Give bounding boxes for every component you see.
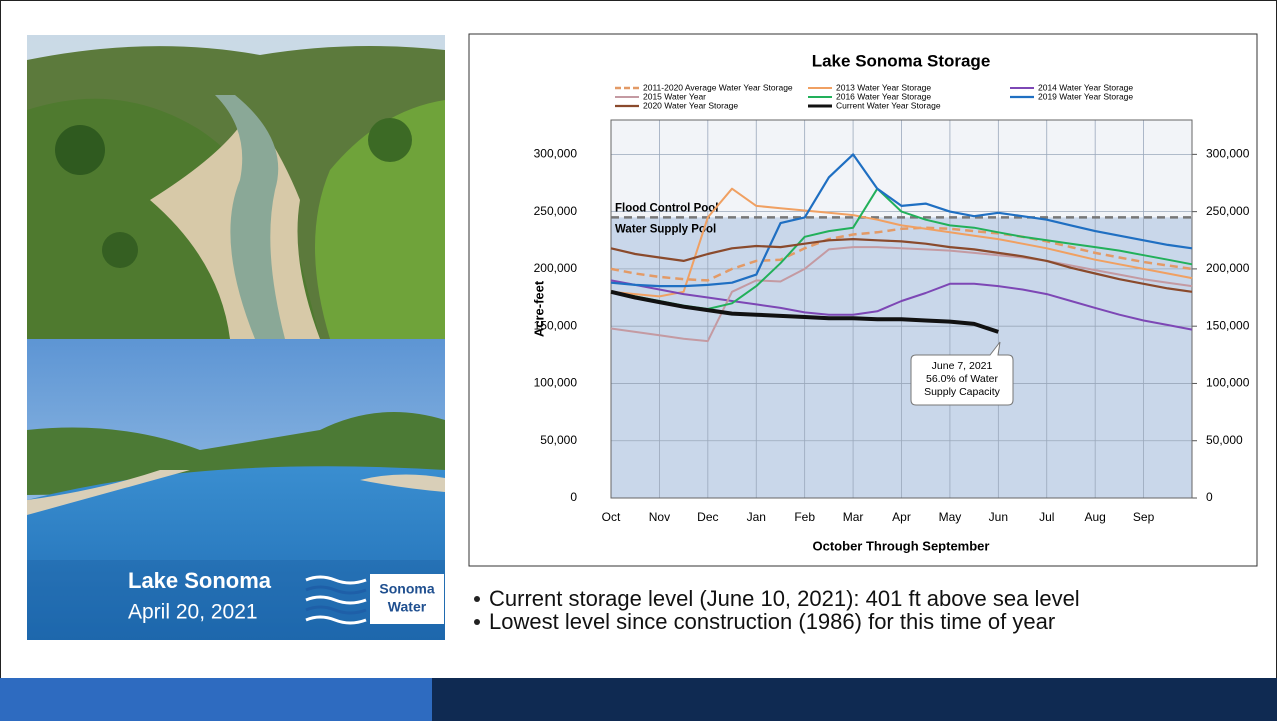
logo-text: Sonoma [379,581,434,597]
x-tick-label: Nov [649,510,670,524]
x-tick-label: Aug [1084,510,1105,524]
x-tick-label: Apr [892,510,911,524]
series-line [610,226,1193,282]
y-tick-label: 150,000 [534,318,578,332]
y2-tick-label: 300,000 [1206,147,1250,161]
series-line [610,279,1193,331]
x-tick-label: Sep [1133,510,1155,524]
plot-border [610,119,1193,499]
series-line [610,246,1193,343]
x-tick-label: Jan [747,510,766,524]
x-tick-label: Jul [1039,510,1054,524]
y2-tick-label: 150,000 [1206,318,1250,332]
y2-tick-label: 0 [1206,490,1213,504]
y-tick-label: 200,000 [534,261,578,275]
x-tick-label: Jun [989,510,1008,524]
bullet [474,596,480,602]
footer-band [0,678,432,721]
series-line [610,153,1193,288]
legend-label: 2014 Water Year Storage [1038,82,1133,92]
legend-label: Current Water Year Storage [836,100,941,110]
photo-title: Lake Sonoma [128,568,272,593]
x-tick-label: Oct [602,510,621,524]
legend-label: 2020 Water Year Storage [643,100,738,110]
chart-title: Lake Sonoma Storage [812,51,991,70]
y-tick-label: 250,000 [534,204,578,218]
y2-tick-label: 100,000 [1206,376,1250,390]
legend-label: 2013 Water Year Storage [836,82,931,92]
series-line [610,187,1193,298]
x-tick-label: Dec [697,510,718,524]
y2-tick-label: 250,000 [1206,204,1250,218]
annotation-box [910,341,1014,406]
y-tick-label: 0 [570,490,577,504]
x-tick-label: Mar [843,510,864,524]
bullet-text: Current storage level (June 10, 2021): 4… [489,586,1080,611]
x-axis-label: October Through September [813,538,990,553]
reference-label: Water Supply Pool [615,223,716,235]
logo-text: Water [388,599,427,615]
y-tick-label: 100,000 [534,376,578,390]
y-tick-label: 50,000 [540,433,577,447]
reference-label: Flood Control Pool [615,202,718,214]
legend-label: 2019 Water Year Storage [1038,91,1133,101]
series-line [610,289,999,334]
y2-tick-label: 50,000 [1206,433,1243,447]
y-tick-label: 300,000 [534,147,578,161]
photo-date: April 20, 2021 [128,601,258,624]
y2-tick-label: 200,000 [1206,261,1250,275]
footer-band [432,678,1277,721]
logo-waves [305,575,367,625]
chart: 0 50,000 100,000 150,000 200,000 250,000 300,0… [534,82,1250,524]
legend-label: 2011-2020 Average Water Year Storage [643,82,793,92]
annotation-text: June 7, 2021 [932,360,993,372]
legend-label: 2015 Water Year [643,91,706,101]
bullet [474,619,480,625]
x-tick-label: Feb [794,510,815,524]
bullet-text: Lowest level since construction (1986) f… [489,609,1055,634]
y-axis-label: Acre-feet [531,280,546,337]
annotation-text: Supply Capacity [924,386,1001,398]
series-line [610,238,1193,293]
logo-box [370,574,444,624]
photo-top [27,35,445,339]
x-tick-label: May [939,510,962,524]
annotation-text: 56.0% of Water [926,373,998,385]
legend-label: 2016 Water Year Storage [836,91,931,101]
